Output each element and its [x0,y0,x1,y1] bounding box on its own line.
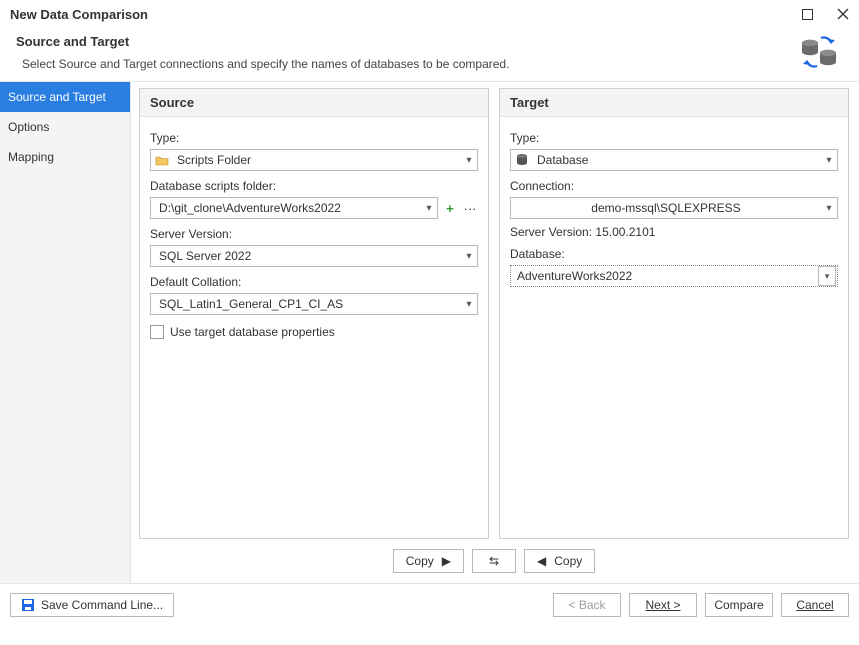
target-type-select[interactable]: Database ▾ [510,149,838,171]
sidebar-item-mapping[interactable]: Mapping [0,142,130,172]
wizard-sidebar: Source and Target Options Mapping [0,82,131,583]
source-folder-select[interactable]: D:\git_clone\AdventureWorks2022 ▾ [150,197,438,219]
swap-button[interactable]: ⇆ [472,549,516,573]
next-button[interactable]: Next > [629,593,697,617]
target-server-version-label: Server Version: [510,225,592,239]
cancel-button[interactable]: Cancel [781,593,849,617]
target-panel-title: Target [500,89,848,117]
browse-folder-button[interactable]: ··· [462,197,478,219]
titlebar: New Data Comparison [0,0,859,28]
target-type-label: Type: [510,131,838,145]
source-server-version-select[interactable]: SQL Server 2022 ▾ [150,245,478,267]
back-button[interactable]: < Back [553,593,621,617]
chevron-down-icon: ▾ [461,299,477,310]
target-panel: Target Type: Database ▾ Connection: demo… [499,88,849,539]
target-connection-select[interactable]: demo-mssql\SQLEXPRESS ▾ [510,197,838,219]
use-target-props-checkbox[interactable]: Use target database properties [150,325,478,339]
chevron-down-icon: ▾ [461,251,477,262]
source-collation-label: Default Collation: [150,275,478,289]
arrow-left-icon: ◀ [537,554,546,568]
target-server-version-row: Server Version: 15.00.2101 [510,225,838,239]
copy-swap-toolbar: Copy ▶ ⇆ ◀ Copy [139,539,849,577]
compare-button[interactable]: Compare [705,593,773,617]
source-type-select[interactable]: Scripts Folder ▾ [150,149,478,171]
source-collation-select[interactable]: SQL_Latin1_General_CP1_CI_AS ▾ [150,293,478,315]
database-icon [511,153,533,167]
page-title: Source and Target [16,34,843,49]
compare-databases-icon [797,32,841,72]
target-database-label: Database: [510,247,838,261]
add-folder-button[interactable]: + [442,197,458,219]
chevron-down-icon: ▾ [461,155,477,166]
chevron-down-icon: ▾ [818,266,836,286]
target-database-select[interactable]: AdventureWorks2022 ▾ [510,265,838,287]
use-target-props-label: Use target database properties [170,325,335,339]
source-panel: Source Type: Scripts Folder ▾ Database s… [139,88,489,539]
maximize-button[interactable] [801,8,813,20]
source-type-value: Scripts Folder [173,153,461,167]
source-server-version-value: SQL Server 2022 [151,249,461,263]
source-folder-value: D:\git_clone\AdventureWorks2022 [151,201,421,215]
target-connection-value: demo-mssql\SQLEXPRESS [511,201,821,215]
chevron-down-icon: ▾ [821,203,837,214]
target-database-value: AdventureWorks2022 [511,269,817,283]
main-content: Source Type: Scripts Folder ▾ Database s… [131,82,859,583]
save-icon [21,598,35,612]
save-command-line-button[interactable]: Save Command Line... [10,593,174,617]
page-subtitle: Select Source and Target connections and… [16,57,843,71]
target-connection-label: Connection: [510,179,838,193]
source-type-label: Type: [150,131,478,145]
target-type-value: Database [533,153,821,167]
sidebar-item-options[interactable]: Options [0,112,130,142]
window-title: New Data Comparison [10,7,148,22]
arrow-right-icon: ▶ [442,554,451,568]
folder-icon [151,154,173,166]
copy-left-button[interactable]: ◀ Copy [524,549,595,573]
chevron-down-icon: ▾ [821,155,837,166]
source-folder-label: Database scripts folder: [150,179,478,193]
checkbox-icon [150,325,164,339]
chevron-down-icon: ▾ [421,203,437,214]
target-server-version-value: 15.00.2101 [595,225,655,239]
source-server-version-label: Server Version: [150,227,478,241]
sidebar-item-source-target[interactable]: Source and Target [0,82,130,112]
copy-right-button[interactable]: Copy ▶ [393,549,464,573]
page-header: Source and Target Select Source and Targ… [0,28,859,81]
copy-left-label: Copy [554,554,582,568]
close-button[interactable] [837,8,849,20]
copy-right-label: Copy [406,554,434,568]
swap-icon: ⇆ [489,554,499,568]
footer: Save Command Line... < Back Next > Compa… [0,583,859,625]
source-panel-title: Source [140,89,488,117]
source-collation-value: SQL_Latin1_General_CP1_CI_AS [151,297,461,311]
save-command-line-label: Save Command Line... [41,598,163,612]
